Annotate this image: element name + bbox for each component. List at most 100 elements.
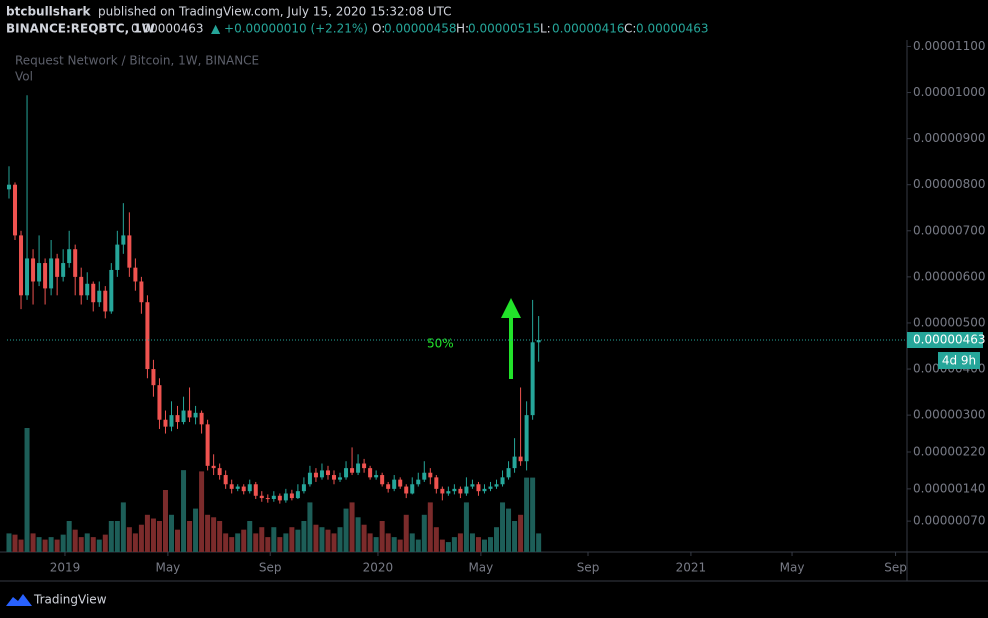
volume-bar [337,527,343,552]
author: btcbullshark [6,5,92,19]
candle-body [338,477,343,480]
volume-bar [126,527,132,552]
candle-body [259,495,264,499]
volume-bar [217,521,223,552]
arrow [501,298,521,379]
candle-body [301,484,306,492]
volume-bar [175,529,181,552]
candle-body [205,424,210,466]
y-tick-label: 0.00000500 [913,315,986,329]
y-tick-label: 0.00000800 [913,177,986,191]
volume-bar [307,502,313,552]
candle-body [524,415,529,462]
ohlc-key: L: [540,22,551,36]
candle-body [446,491,451,494]
volume-bar [349,502,355,552]
candle-body [31,258,36,282]
volume-bar [120,502,126,552]
volume-bar [536,533,542,552]
x-tick-label: May [780,561,805,575]
volume-bar [487,537,493,552]
candle-body [79,276,84,296]
candle-body [530,342,535,416]
volume-bar [457,533,463,552]
volume-bar [295,529,301,552]
candle-body [386,484,391,489]
volume-bar [84,533,90,552]
volume-bar [18,539,24,552]
volume-bar [193,508,199,552]
volume-bar [385,533,391,552]
volume-bar [223,533,229,552]
candle-body [368,468,373,478]
ohlc-value: 0.00000416 [552,22,625,36]
candle-body [464,486,469,494]
candle-body [374,475,379,478]
candle-body [319,470,324,478]
candle-body [109,269,114,312]
volume-bar [187,521,193,552]
volume-bar [48,537,54,552]
volume-bar [475,537,481,552]
candle-body [247,484,252,492]
candle-body [428,472,433,478]
volume-bar [445,542,451,552]
change: ▲ +0.00000010 (+2.21%) [211,22,368,36]
volume-bar [211,517,217,552]
volume-bar [12,534,18,552]
ohlc-value: 0.00000515 [468,22,541,36]
candle-body [163,419,168,427]
candle-body [169,415,174,427]
candle-body [289,493,294,499]
candle-body [67,249,72,264]
candle-body [271,495,276,500]
volume-bar [361,524,367,552]
y-tick-label: 0.00001000 [913,85,986,99]
volume-bar [259,527,265,552]
volume-bar [42,539,48,552]
volume-bar [24,428,30,552]
y-tick-label: 0.00000220 [913,444,986,458]
candle-body [37,263,42,282]
x-tick-label: 2021 [676,561,707,575]
volume-bar [90,537,96,552]
volume-bar [421,514,427,552]
chart-title: Request Network / Bitcoin, 1W, BINANCE [15,54,259,68]
volume-bar [235,533,241,552]
volume-bar [271,527,277,552]
annotation: 50% [427,337,454,351]
ohlc-key: H: [456,22,469,36]
price: 0.00000463 [131,22,204,36]
volume-bar [469,533,475,552]
y-tick-label: 0.00000600 [913,269,986,283]
volume-bar [283,533,289,552]
volume-bar [367,533,373,552]
candle-body [500,477,505,485]
candle-body [13,184,18,236]
candle-body [422,472,427,480]
symbol: BINANCE:REQBTC, 1W [6,22,155,36]
volume-bar [355,517,361,552]
candle-body [55,258,60,277]
y-tick-label: 0.00000140 [913,481,986,495]
volume-bar [313,524,319,552]
volume-bar [301,521,307,552]
candle-body [145,302,150,370]
volume-bar [433,527,439,552]
brand: TradingView [33,593,107,607]
ohlc-value: 0.00000458 [384,22,457,36]
candle-body [518,456,523,462]
candle-body [49,258,54,289]
plot [6,95,542,552]
volume-bar [241,529,247,552]
volume-bar [265,537,271,552]
ohlc-key: O: [372,22,385,36]
candle-body [488,486,493,489]
candle-body [307,472,312,485]
candle-body [313,472,318,478]
volume-bar [512,521,518,552]
volume-bar [518,514,524,552]
candle-body [392,479,397,489]
volume-bar [96,539,102,552]
